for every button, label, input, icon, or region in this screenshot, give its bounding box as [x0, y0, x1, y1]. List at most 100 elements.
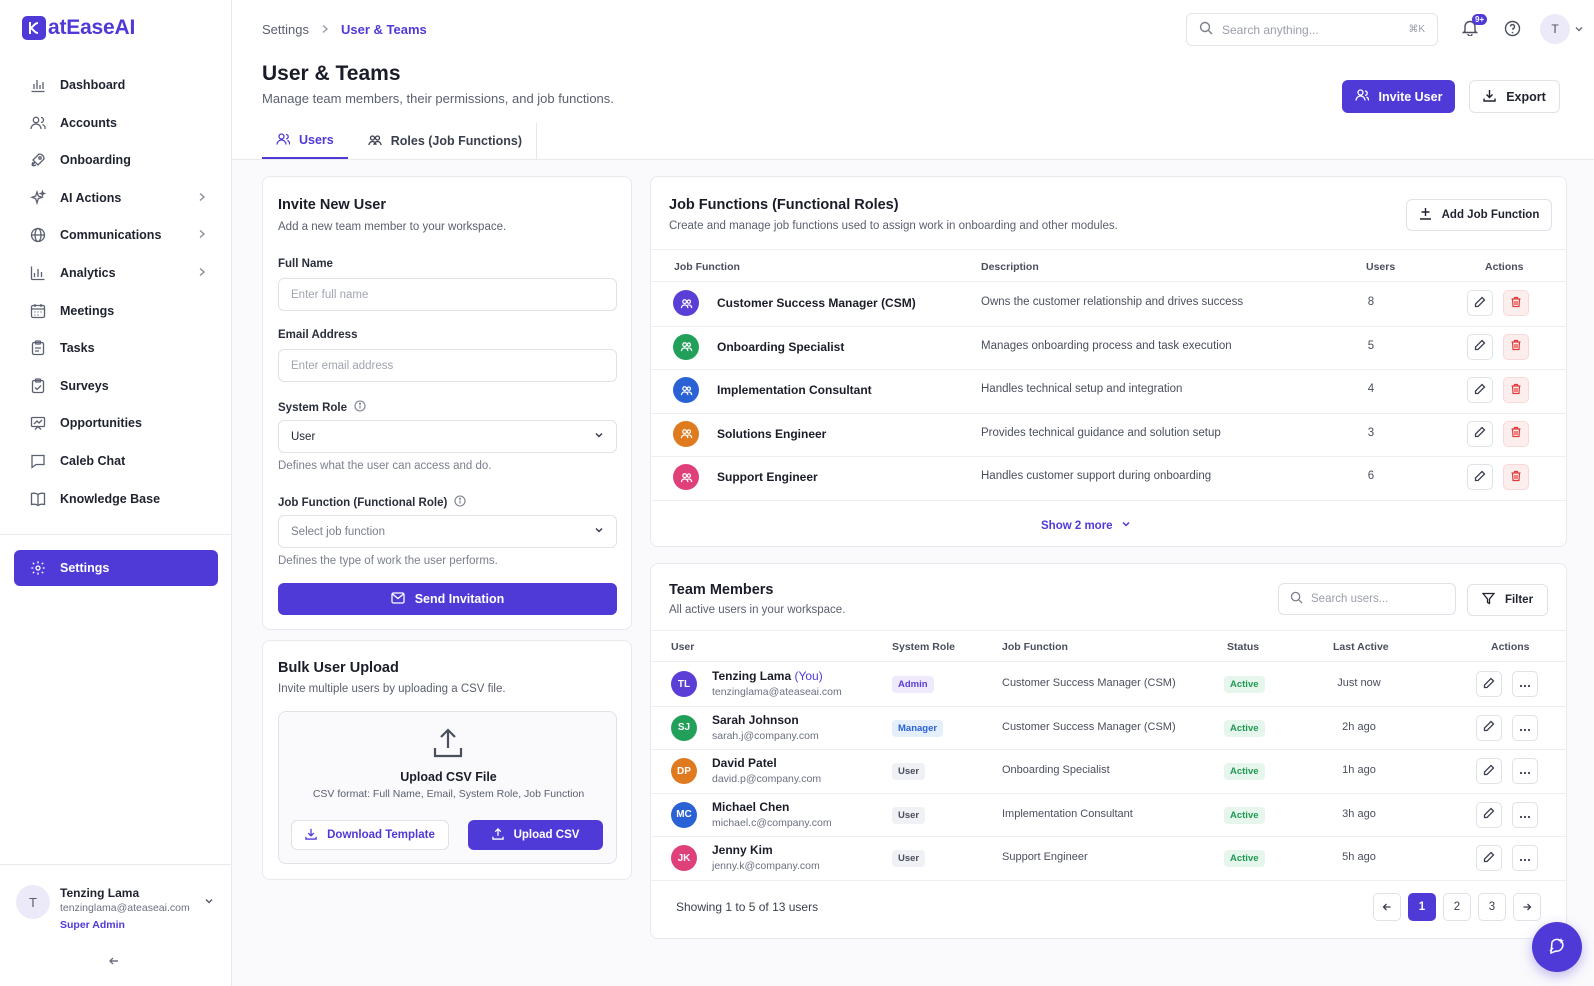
show-more-link[interactable]: Show 2 more — [1041, 519, 1131, 532]
delete-button[interactable] — [1503, 333, 1529, 360]
table-divider — [651, 281, 1566, 282]
sidebar-item-meetings[interactable]: Meetings — [14, 296, 218, 326]
delete-button[interactable] — [1503, 290, 1529, 316]
chevron-down-icon[interactable] — [1574, 23, 1584, 37]
member-email: tenzinglama@ateaseai.com — [712, 686, 842, 698]
sidebar-item-tasks[interactable]: Tasks — [14, 333, 218, 363]
more-options-button[interactable] — [1512, 758, 1538, 784]
sidebar-item-communications[interactable]: Communications — [14, 220, 218, 250]
sidebar-item-ai-actions[interactable]: AI Actions — [14, 183, 218, 213]
pagination-page-button[interactable]: 3 — [1478, 893, 1506, 921]
invite-user-button[interactable]: Invite User — [1342, 80, 1455, 113]
job-function-users: 6 — [1367, 470, 1375, 482]
sidebar-item-accounts[interactable]: Accounts — [14, 108, 218, 138]
info-icon[interactable] — [454, 495, 466, 510]
tab-users[interactable]: Users — [262, 123, 348, 159]
more-options-button[interactable] — [1512, 671, 1538, 697]
edit-button[interactable] — [1476, 758, 1502, 784]
job-function-icon — [673, 333, 699, 360]
job-function-select[interactable]: Select job function — [278, 515, 617, 548]
pagination-summary: Showing 1 to 5 of 13 users — [676, 900, 819, 914]
sidebar-item-analytics[interactable]: Analytics — [14, 258, 218, 288]
sidebar-item-opportunities[interactable]: Opportunities — [14, 408, 218, 438]
export-button[interactable]: Export — [1469, 80, 1560, 113]
pencil-icon — [1483, 677, 1495, 692]
pagination-page-button[interactable]: 2 — [1443, 893, 1471, 921]
pagination-page-button[interactable]: 1 — [1408, 893, 1436, 921]
delete-button[interactable] — [1503, 377, 1529, 403]
upload-csv-button[interactable]: Upload CSV — [468, 820, 603, 850]
csv-dropzone[interactable]: Upload CSV File CSV format: Full Name, E… — [278, 711, 617, 864]
download-template-button[interactable]: Download Template — [291, 820, 449, 850]
edit-button[interactable] — [1467, 420, 1493, 447]
logo[interactable]: atEaseAI — [22, 16, 135, 40]
edit-button[interactable] — [1467, 377, 1493, 403]
search-input[interactable] — [1222, 22, 1392, 37]
last-active: 1h ago — [1342, 764, 1376, 776]
edit-button[interactable] — [1476, 801, 1502, 828]
sidebar-item-onboarding[interactable]: Onboarding — [14, 145, 218, 175]
add-job-function-button[interactable]: Add Job Function — [1406, 199, 1552, 231]
more-horizontal-icon — [1519, 851, 1531, 865]
global-search[interactable]: ⌘K — [1186, 13, 1438, 46]
notification-badge: 9+ — [1472, 14, 1488, 25]
sidebar-user-card[interactable]: T Tenzing Lama tenzinglama@ateaseai.com … — [0, 864, 232, 986]
sidebar-item-settings[interactable]: Settings — [14, 550, 218, 586]
sidebar-item-label: Surveys — [60, 378, 109, 393]
delete-button[interactable] — [1503, 420, 1529, 447]
arrow-left-icon — [1382, 903, 1391, 911]
upload-icon — [491, 827, 504, 843]
job-function-description: Owns the customer relationship and drive… — [981, 296, 1244, 308]
add-job-function-label: Add Job Function — [1441, 209, 1540, 221]
sidebar-item-caleb-chat[interactable]: Caleb Chat — [14, 446, 218, 476]
breadcrumb-root[interactable]: Settings — [262, 22, 309, 37]
sidebar-item-surveys[interactable]: Surveys — [14, 371, 218, 401]
job-function-description: Provides technical guidance and solution… — [981, 426, 1221, 439]
pagination-next-button[interactable] — [1513, 893, 1541, 921]
help-icon[interactable] — [1504, 20, 1521, 40]
filter-button[interactable]: Filter — [1467, 584, 1548, 616]
job-function-icon — [673, 377, 699, 403]
chat-icon — [30, 453, 46, 469]
card-subtitle: All active users in your workspace. — [669, 604, 846, 616]
pagination-prev-button[interactable] — [1373, 893, 1401, 921]
search-users-input[interactable] — [1311, 593, 1451, 605]
book-icon — [30, 491, 46, 507]
sidebar-item-dashboard[interactable]: Dashboard — [14, 70, 218, 100]
chevron-right-icon — [198, 266, 206, 280]
full-name-field[interactable] — [278, 278, 617, 311]
tab-roles[interactable]: Roles (Job Functions) — [348, 123, 536, 159]
last-active: 3h ago — [1342, 807, 1376, 820]
pencil-icon — [1483, 851, 1495, 866]
edit-button[interactable] — [1476, 671, 1502, 697]
search-users[interactable] — [1278, 583, 1456, 615]
edit-button[interactable] — [1467, 290, 1493, 316]
job-function-name: Support Engineer — [717, 470, 818, 484]
system-role-select[interactable]: User — [278, 420, 617, 453]
ai-assistant-button[interactable] — [1532, 922, 1582, 972]
chevron-down-icon[interactable] — [204, 895, 214, 909]
info-icon[interactable] — [354, 400, 366, 415]
edit-button[interactable] — [1476, 845, 1502, 871]
role-badge: User — [892, 806, 926, 824]
select-placeholder: Select job function — [291, 525, 385, 538]
more-options-button[interactable] — [1512, 845, 1538, 871]
avatar: TL — [671, 671, 697, 697]
delete-button[interactable] — [1503, 464, 1529, 490]
avatar[interactable]: T — [1540, 14, 1570, 44]
more-options-button[interactable] — [1512, 801, 1538, 828]
chevron-down-icon — [1121, 519, 1131, 532]
email-field[interactable] — [278, 349, 617, 382]
filter-label: Filter — [1504, 594, 1534, 606]
edit-button[interactable] — [1467, 333, 1493, 360]
sidebar-item-knowledge-base[interactable]: Knowledge Base — [14, 484, 218, 514]
card-subtitle: Invite multiple users by uploading a CSV… — [278, 683, 506, 695]
bar-chart-icon — [30, 77, 46, 93]
edit-button[interactable] — [1467, 464, 1493, 490]
edit-button[interactable] — [1476, 714, 1502, 741]
upload-csv-label: Upload CSV — [513, 829, 580, 841]
more-options-button[interactable] — [1512, 714, 1538, 741]
collapse-sidebar-icon[interactable] — [108, 955, 120, 970]
member-name-text: Tenzing Lama — [712, 669, 792, 683]
send-invitation-button[interactable]: Send Invitation — [278, 583, 617, 615]
